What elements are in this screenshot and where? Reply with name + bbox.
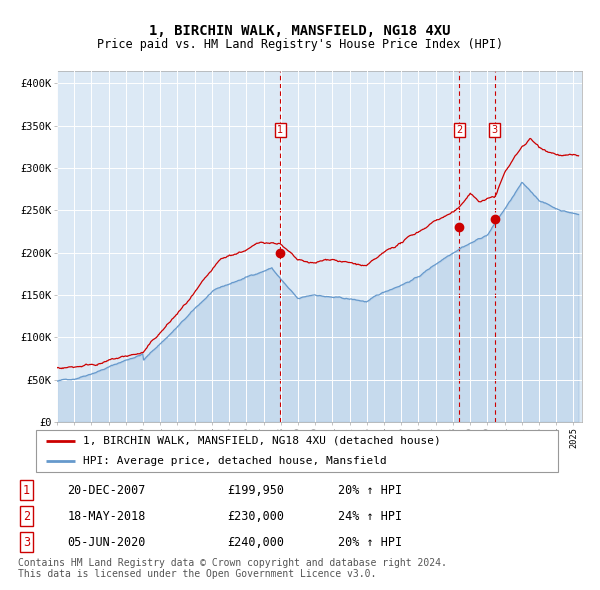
Text: 20% ↑ HPI: 20% ↑ HPI — [338, 536, 402, 549]
Text: 20-DEC-2007: 20-DEC-2007 — [67, 484, 146, 497]
Text: £240,000: £240,000 — [227, 536, 284, 549]
Text: 1, BIRCHIN WALK, MANSFIELD, NG18 4XU: 1, BIRCHIN WALK, MANSFIELD, NG18 4XU — [149, 24, 451, 38]
Text: Price paid vs. HM Land Registry's House Price Index (HPI): Price paid vs. HM Land Registry's House … — [97, 38, 503, 51]
Text: Contains HM Land Registry data © Crown copyright and database right 2024.
This d: Contains HM Land Registry data © Crown c… — [18, 558, 447, 579]
Text: 05-JUN-2020: 05-JUN-2020 — [67, 536, 146, 549]
Text: 1, BIRCHIN WALK, MANSFIELD, NG18 4XU (detached house): 1, BIRCHIN WALK, MANSFIELD, NG18 4XU (de… — [83, 436, 441, 446]
Text: £199,950: £199,950 — [227, 484, 284, 497]
Text: 3: 3 — [491, 125, 498, 135]
Text: 2: 2 — [457, 125, 463, 135]
Text: 1: 1 — [277, 125, 283, 135]
Text: HPI: Average price, detached house, Mansfield: HPI: Average price, detached house, Mans… — [83, 455, 387, 466]
Text: £230,000: £230,000 — [227, 510, 284, 523]
Text: 24% ↑ HPI: 24% ↑ HPI — [338, 510, 402, 523]
Text: 1: 1 — [23, 484, 30, 497]
Text: 2: 2 — [23, 510, 30, 523]
Text: 20% ↑ HPI: 20% ↑ HPI — [338, 484, 402, 497]
Text: 18-MAY-2018: 18-MAY-2018 — [67, 510, 146, 523]
Text: 3: 3 — [23, 536, 30, 549]
FancyBboxPatch shape — [36, 430, 558, 472]
